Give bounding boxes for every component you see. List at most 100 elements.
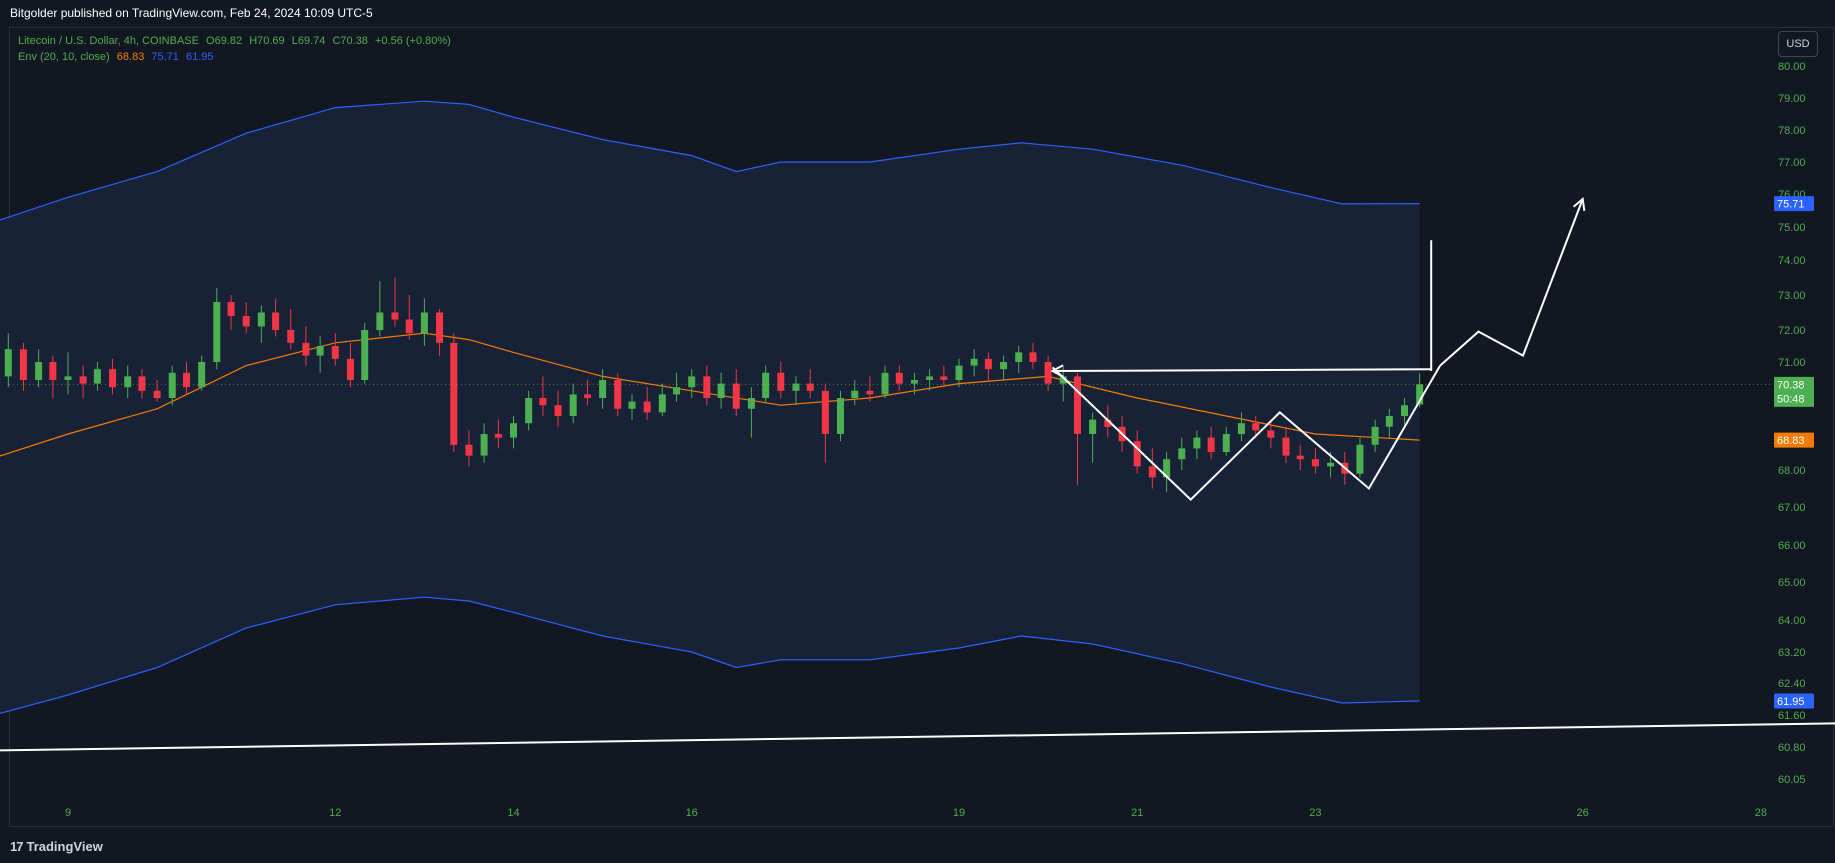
candle-body [1207, 437, 1215, 452]
candle [628, 394, 636, 420]
candle [79, 365, 87, 398]
candle [895, 365, 903, 391]
candle [494, 419, 502, 449]
candle-body [1089, 419, 1097, 434]
candle [717, 372, 725, 409]
candle-body [1267, 430, 1275, 438]
candle-body [183, 372, 191, 388]
candle [851, 380, 859, 406]
time-axis[interactable]: 91214161921232628Mar46811131518 [65, 807, 1835, 819]
candle-body [940, 376, 948, 380]
last-price-label-countdown: 50:48 [1777, 393, 1805, 405]
candle-body [1178, 448, 1186, 460]
legend-indicator-name[interactable]: Env (20, 10, close) [18, 51, 110, 63]
candle [970, 349, 978, 377]
candle-body [836, 398, 844, 434]
candle-body [1133, 441, 1141, 467]
candle [747, 387, 755, 438]
candle-body [1252, 423, 1260, 431]
candle [391, 277, 399, 327]
candle [510, 416, 517, 449]
candle-body [1074, 376, 1082, 434]
candle [881, 365, 889, 398]
candle-body [703, 376, 711, 398]
price-axis[interactable]: 80.0079.0078.0077.0076.0075.0074.0073.00… [1778, 61, 1806, 786]
candle-body [851, 390, 859, 398]
candle [643, 387, 651, 420]
envelope-basis-label: 68.83 [1774, 432, 1814, 448]
footer [0, 833, 1835, 863]
candle-body [1237, 423, 1245, 434]
candle-body [93, 369, 101, 384]
tradingview-logo[interactable]: 17 TradingView [10, 839, 103, 854]
candle [1267, 419, 1275, 449]
candle [569, 383, 577, 424]
time-axis-tick: 21 [1131, 807, 1143, 819]
candle [821, 383, 829, 463]
candle-body [242, 316, 250, 327]
candle-body [821, 390, 829, 434]
price-axis-tick: 72.00 [1778, 325, 1806, 337]
candle-body [747, 398, 755, 409]
candle-body [361, 330, 369, 380]
last-price-label-bg [1774, 376, 1814, 407]
candle-body [302, 342, 310, 356]
candle [316, 336, 324, 373]
candle-body [1193, 437, 1201, 449]
candle [168, 365, 176, 406]
projection-arrowhead [1572, 197, 1586, 211]
candle-body [1000, 362, 1008, 370]
candle [525, 390, 533, 431]
time-axis-tick: 19 [953, 807, 965, 819]
price-axis-tick: 60.05 [1778, 774, 1806, 786]
candle-body [405, 319, 413, 334]
candle-body [569, 394, 577, 416]
candle-body [480, 434, 488, 456]
price-axis-tick: 66.00 [1778, 540, 1806, 552]
candle [153, 380, 161, 402]
candle [124, 365, 132, 398]
candle-body [1104, 419, 1112, 427]
candle-body [227, 302, 235, 316]
candle [554, 390, 562, 427]
price-axis-tick: 61.60 [1778, 710, 1806, 722]
candle-body [257, 312, 265, 327]
candle [539, 376, 547, 416]
price-axis-tick: 64.00 [1778, 615, 1806, 627]
envelope-lower-line [0, 596, 1420, 714]
candle [1401, 398, 1408, 427]
price-axis-tick: 73.00 [1778, 290, 1806, 302]
envelope-fill [0, 101, 1420, 714]
legend-upper-value: 75.71 [151, 51, 179, 63]
candle-body [346, 358, 354, 380]
candle-body [984, 358, 992, 370]
candle [614, 372, 622, 416]
candle [1178, 437, 1186, 470]
candle-body [1059, 376, 1067, 384]
double-bottom-pattern [1051, 365, 1441, 501]
currency-button[interactable]: USD [1778, 31, 1818, 57]
envelope-basis-label-bg [1774, 432, 1814, 448]
candle-body [316, 346, 324, 356]
price-axis-tick: 77.00 [1778, 157, 1806, 169]
candle-body [450, 342, 458, 445]
price-axis-tick: 62.40 [1778, 678, 1806, 690]
legend-symbol[interactable]: Litecoin / U.S. Dollar, 4h, COINBASE [18, 35, 199, 47]
time-axis-tick: 23 [1309, 807, 1321, 819]
candle [1222, 426, 1230, 456]
candle [910, 372, 918, 395]
candle [1385, 408, 1393, 438]
candle-body [124, 376, 132, 388]
candle-body [955, 365, 963, 380]
candle-body [658, 394, 666, 413]
legend-basis-value: 68.83 [116, 51, 145, 63]
candle-body [628, 401, 636, 409]
candle-body [138, 376, 146, 391]
candle-body [35, 362, 43, 380]
candle [1371, 419, 1379, 452]
price-axis-tick: 80.00 [1778, 61, 1806, 73]
candle [213, 288, 221, 370]
time-axis-tick: 26 [1577, 807, 1589, 819]
candle [1296, 444, 1304, 470]
